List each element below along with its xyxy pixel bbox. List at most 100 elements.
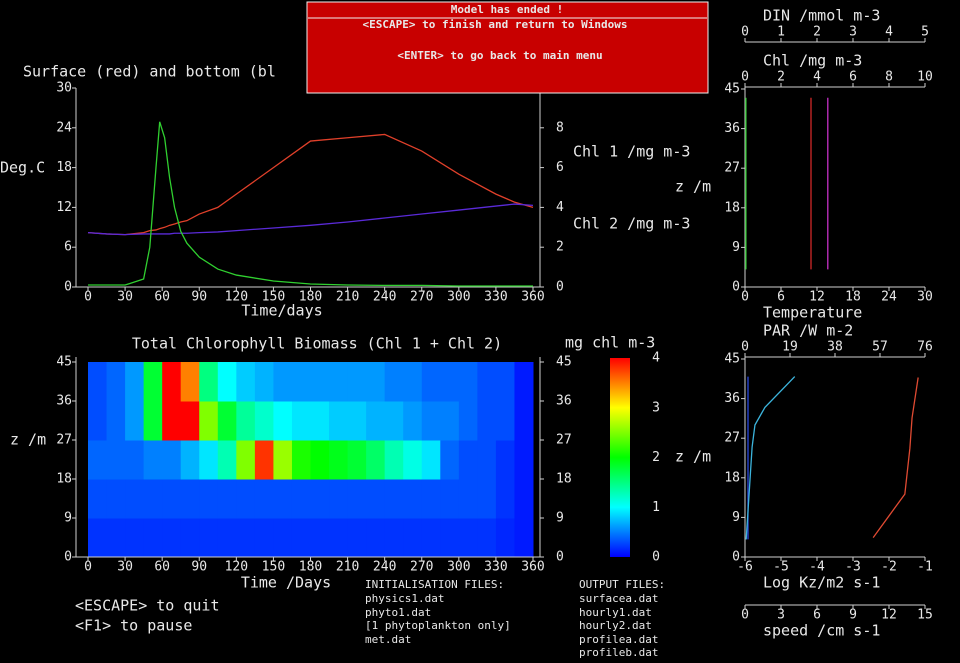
heatmap-cell xyxy=(236,362,256,402)
chart-title: Surface (red) and bottom (bl xyxy=(23,63,276,81)
y-tick-label: 36 xyxy=(56,394,72,409)
key-hint: <F1> to pause xyxy=(75,617,192,635)
y-tick-label: 0 xyxy=(732,280,740,295)
y-tick-label: 36 xyxy=(556,394,572,409)
y-tick-label: 45 xyxy=(556,355,572,370)
x-tick-label: 6 xyxy=(813,608,821,623)
x-tick-label: 57 xyxy=(872,340,888,355)
x-tick-label: -3 xyxy=(845,560,861,575)
x-tick-label: 15 xyxy=(917,608,933,623)
heatmap-cell xyxy=(329,401,349,441)
heatmap-cell xyxy=(88,479,108,519)
heatmap-cell xyxy=(310,518,330,558)
heatmap-cell xyxy=(143,401,163,441)
y-tick-label: 18 xyxy=(724,200,740,215)
heatmap-cell xyxy=(217,479,237,519)
heatmap-cell xyxy=(125,479,145,519)
heatmap-cell xyxy=(514,440,534,480)
x-axis-label: Log Kz/m2 s-1 xyxy=(763,574,880,592)
y-tick-label: 4 xyxy=(556,200,564,215)
heatmap-cell xyxy=(273,479,293,519)
x-tick-label: 270 xyxy=(410,290,433,305)
y-tick-label: 9 xyxy=(732,510,740,525)
heatmap-cell xyxy=(310,362,330,402)
heatmap-cell xyxy=(180,479,200,519)
x-tick-label: 210 xyxy=(336,560,359,575)
heatmap-cell xyxy=(310,479,330,519)
heatmap-cell xyxy=(384,440,404,480)
file-name: phyto1.dat xyxy=(365,606,431,619)
y-tick-label: 27 xyxy=(56,433,72,448)
heatmap-cell xyxy=(236,479,256,519)
heatmap-cell xyxy=(162,518,182,558)
heatmap-cell xyxy=(329,362,349,402)
heatmap-cell xyxy=(366,518,386,558)
heatmap-cell xyxy=(180,440,200,480)
heatmap-cell xyxy=(199,401,219,441)
x-axis-label: Time /Days xyxy=(241,574,331,592)
x-tick-label: 30 xyxy=(117,560,133,575)
heatmap-cell xyxy=(495,479,515,519)
x-tick-label: 120 xyxy=(225,290,248,305)
y-tick-label: 30 xyxy=(56,81,72,96)
heatmap-cell xyxy=(403,518,423,558)
y-tick-label: 0 xyxy=(732,550,740,565)
x-tick-label: -4 xyxy=(809,560,825,575)
file-name: met.dat xyxy=(365,633,411,646)
heatmap-cell xyxy=(366,362,386,402)
x-tick-label: 76 xyxy=(917,340,933,355)
x-tick-label: 180 xyxy=(299,560,322,575)
x-tick-label: 60 xyxy=(154,560,170,575)
heatmap-cell xyxy=(421,479,441,519)
series-line xyxy=(88,121,533,287)
y-tick-label: 27 xyxy=(556,433,572,448)
x-tick-label: 0 xyxy=(84,290,92,305)
x-tick-label: 1 xyxy=(777,25,785,40)
colorbar xyxy=(610,358,630,557)
heatmap-cell xyxy=(514,362,534,402)
file-name: profileb.dat xyxy=(579,646,658,659)
heatmap-cell xyxy=(106,362,126,402)
heatmap-cell xyxy=(458,440,478,480)
x-tick-label: 5 xyxy=(921,25,929,40)
y-tick-label: 9 xyxy=(556,511,564,526)
heatmap-cell xyxy=(347,362,367,402)
heatmap-cell xyxy=(440,440,460,480)
heatmap-cell xyxy=(143,440,163,480)
heatmap-cell xyxy=(88,518,108,558)
heatmap-cell xyxy=(495,518,515,558)
x-axis-label: DIN /mmol m-3 xyxy=(763,7,880,25)
x-tick-label: 240 xyxy=(373,560,396,575)
x-tick-label: 3 xyxy=(849,25,857,40)
dialog-text[interactable]: <ENTER> to go back to main menu xyxy=(397,49,602,62)
heatmap-cell xyxy=(180,362,200,402)
heatmap-cell xyxy=(273,440,293,480)
y-tick-label: 0 xyxy=(64,550,72,565)
heatmap-cell xyxy=(477,518,497,558)
heatmap-cell xyxy=(329,440,349,480)
heatmap-cell xyxy=(199,479,219,519)
heatmap-cell xyxy=(88,401,108,441)
x-tick-label: -5 xyxy=(773,560,789,575)
heatmap-cell xyxy=(310,401,330,441)
heatmap-cell xyxy=(106,440,126,480)
colorbar-tick-label: 4 xyxy=(652,351,660,366)
x-tick-label: 6 xyxy=(777,290,785,305)
x-tick-label: 300 xyxy=(447,290,470,305)
heatmap-cell xyxy=(329,518,349,558)
y-tick-label: 18 xyxy=(56,160,72,175)
x-tick-label: 150 xyxy=(262,560,285,575)
x-tick-label: 330 xyxy=(484,290,507,305)
heatmap-cell xyxy=(236,518,256,558)
footer: <ESCAPE> to quit <F1> to pause INITIALIS… xyxy=(75,578,665,659)
chart-title: Total Chlorophyll Biomass (Chl 1 + Chl 2… xyxy=(132,335,502,353)
y-tick-label: 27 xyxy=(724,161,740,176)
heatmap-cell xyxy=(125,518,145,558)
heatmap-cell xyxy=(495,362,515,402)
dialog-text[interactable]: <ESCAPE> to finish and return to Windows xyxy=(363,18,628,31)
x-tick-label: 18 xyxy=(845,290,861,305)
heatmap-cell xyxy=(384,518,404,558)
heatmap-cell xyxy=(477,479,497,519)
x-axis-label: Chl /mg m-3 xyxy=(763,52,862,70)
heatmap-cell xyxy=(403,479,423,519)
